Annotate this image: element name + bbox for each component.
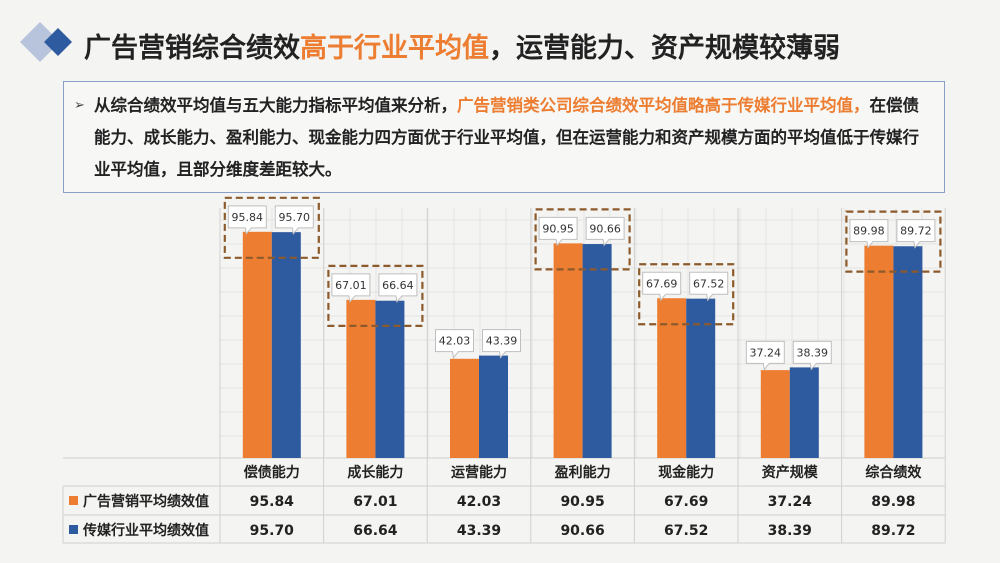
category-label: 盈利能力 bbox=[554, 464, 611, 481]
data-label: 38.39 bbox=[797, 346, 829, 359]
data-label-bubble bbox=[378, 273, 418, 304]
table-value: 90.95 bbox=[560, 494, 604, 510]
data-label: 67.69 bbox=[646, 277, 678, 290]
page-title: 广告营销综合绩效高于行业平均值，运营能力、资产规模较薄弱 bbox=[84, 26, 840, 65]
data-label: 66.64 bbox=[382, 279, 414, 292]
legend-label: 传媒行业平均绩效值 bbox=[82, 522, 209, 539]
intro-text-part2: 在偿债能力、成长能力、盈利能力、现金能力四方面优于行业平均值，但在运营能力和资产… bbox=[94, 96, 919, 179]
bar-series2 bbox=[582, 244, 612, 458]
category-label: 资产规模 bbox=[762, 464, 819, 481]
category-group: 资产规模 37.24 38.39 37.24 38.39 bbox=[745, 340, 832, 539]
data-label-bubble bbox=[482, 329, 521, 359]
highlight-box bbox=[638, 263, 735, 326]
category-group: 现金能力 67.69 67.52 67.69 67.52 bbox=[638, 263, 735, 539]
bar-series2 bbox=[479, 355, 508, 458]
data-label: 67.52 bbox=[693, 277, 725, 290]
legend-swatch bbox=[69, 525, 78, 534]
intro-box: ➢ 从综合绩效平均值与五大能力指标平均值来分析，广告营销类公司综合绩效平均值略高… bbox=[63, 81, 945, 193]
bar-series2 bbox=[271, 232, 301, 458]
highlight-box bbox=[534, 208, 631, 271]
bar-series1 bbox=[450, 358, 479, 458]
data-label: 43.39 bbox=[486, 335, 518, 348]
logo-diamonds-icon bbox=[20, 22, 72, 62]
title-highlight: 高于行业平均值 bbox=[300, 33, 489, 64]
legend-label: 广告营销平均绩效值 bbox=[83, 493, 209, 510]
category-group: 盈利能力 90.95 90.66 90.95 90.66 bbox=[534, 208, 631, 539]
table-value: 95.70 bbox=[250, 523, 295, 539]
data-label: 90.66 bbox=[589, 222, 621, 235]
intro-text-part1: 从综合绩效平均值与五大能力指标平均值来分析， bbox=[94, 96, 457, 115]
bar-series2 bbox=[375, 300, 405, 458]
category-label: 偿债能力 bbox=[244, 464, 300, 481]
table-value: 89.72 bbox=[871, 523, 915, 539]
bar-series1 bbox=[242, 231, 272, 458]
data-label: 89.98 bbox=[853, 225, 885, 238]
category-label: 综合绩效 bbox=[865, 464, 922, 481]
data-label: 67.01 bbox=[335, 279, 367, 292]
data-label-bubble bbox=[849, 219, 889, 249]
table-value: 90.66 bbox=[560, 523, 604, 539]
data-label: 42.03 bbox=[439, 335, 471, 348]
data-label-bubble bbox=[896, 219, 936, 249]
data-label: 95.84 bbox=[232, 211, 264, 224]
data-label-bubble bbox=[792, 340, 832, 371]
table-value: 43.39 bbox=[457, 523, 501, 539]
bar-series1 bbox=[346, 299, 376, 458]
data-label: 89.72 bbox=[900, 225, 932, 238]
bullet-arrow-icon: ➢ bbox=[74, 98, 85, 113]
data-label-bubble bbox=[585, 216, 625, 247]
table-value: 38.39 bbox=[768, 523, 812, 539]
category-group: 运营能力 42.03 43.39 42.03 43.39 bbox=[435, 329, 521, 539]
category-group: 偿债能力 95.84 95.70 95.84 95.70 bbox=[223, 196, 320, 539]
intro-text-highlight: 广告营销类公司综合绩效平均值略高于传媒行业平均值， bbox=[457, 96, 870, 115]
data-label-bubble bbox=[331, 273, 371, 304]
bar-series1 bbox=[760, 370, 790, 458]
bar-series2 bbox=[893, 246, 923, 458]
highlight-box bbox=[223, 196, 320, 259]
data-label-bubble bbox=[538, 216, 578, 247]
bar-series1 bbox=[553, 243, 583, 458]
table-value: 37.24 bbox=[768, 494, 813, 510]
bar-series1 bbox=[657, 298, 687, 458]
category-label: 运营能力 bbox=[451, 464, 507, 481]
title-part1: 广告营销综合绩效 bbox=[84, 33, 300, 64]
bar-series1 bbox=[864, 245, 894, 458]
data-label-bubble bbox=[274, 205, 314, 235]
data-label-bubble bbox=[435, 329, 474, 359]
category-group: 成长能力 67.01 66.64 67.01 66.64 bbox=[327, 264, 424, 539]
data-label-bubble bbox=[227, 205, 267, 235]
data-label: 37.24 bbox=[750, 346, 782, 359]
data-label-bubble bbox=[745, 340, 785, 371]
table-value: 67.69 bbox=[664, 494, 708, 510]
table-value: 95.84 bbox=[250, 494, 295, 510]
highlight-box bbox=[327, 264, 424, 327]
title-part2: ，运营能力、资产规模较薄弱 bbox=[489, 33, 840, 64]
data-label: 95.70 bbox=[279, 211, 311, 224]
data-label-bubble bbox=[689, 271, 729, 302]
bar-series2 bbox=[789, 367, 819, 458]
highlight-box bbox=[845, 210, 942, 273]
table-value: 42.03 bbox=[457, 494, 501, 510]
bar-series2 bbox=[686, 298, 716, 458]
category-group: 综合绩效 89.98 89.72 89.98 89.72 bbox=[845, 210, 942, 539]
table-value: 67.01 bbox=[353, 494, 397, 510]
category-label: 现金能力 bbox=[658, 464, 714, 481]
table-value: 66.64 bbox=[353, 523, 398, 539]
table-value: 89.98 bbox=[871, 494, 915, 510]
data-label-bubble bbox=[642, 271, 682, 302]
data-label: 90.95 bbox=[542, 222, 574, 235]
category-label: 成长能力 bbox=[347, 464, 403, 481]
table-value: 67.52 bbox=[664, 523, 708, 539]
legend-swatch bbox=[69, 496, 78, 505]
